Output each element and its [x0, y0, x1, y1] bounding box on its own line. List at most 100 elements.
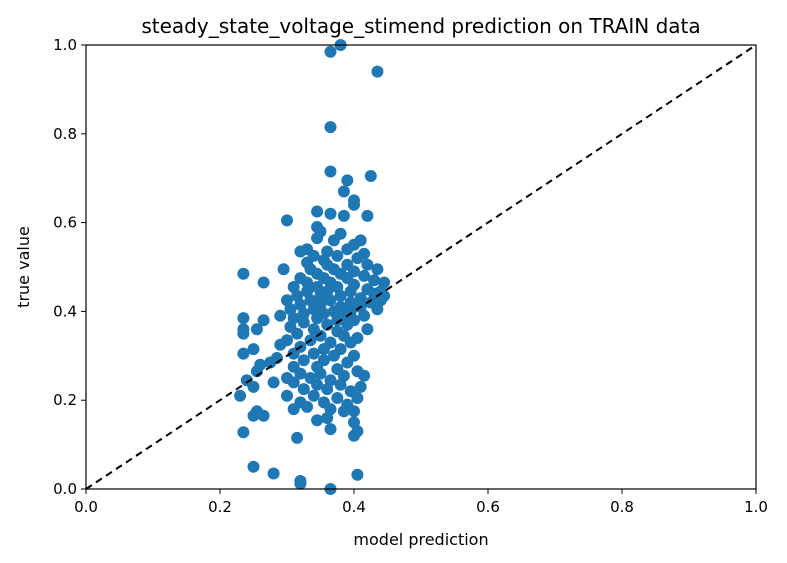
scatter-point: [341, 174, 354, 187]
scatter-point: [281, 389, 293, 402]
scatter-point: [351, 392, 364, 404]
scatter-point: [348, 429, 360, 442]
y-tick-label: 0.6: [53, 214, 77, 232]
scatter-point: [327, 234, 340, 247]
y-axis: 0.0 0.2 0.4 0.6 0.8 1.0: [53, 36, 86, 498]
scatter-point: [297, 383, 310, 396]
scatter-point: [281, 214, 293, 227]
scatter-point: [294, 367, 307, 380]
y-tick-label: 0.0: [53, 480, 77, 498]
scatter-point: [371, 303, 384, 316]
scatter-point: [257, 276, 270, 289]
scatter-point: [337, 405, 350, 418]
scatter-point: [331, 392, 344, 404]
scatter-point: [358, 269, 371, 282]
scatter-point: [327, 349, 340, 362]
scatter-point: [274, 338, 287, 351]
x-tick-label: 0.0: [74, 498, 98, 516]
scatter-point: [247, 343, 260, 356]
scatter-point: [354, 380, 367, 393]
scatter-point: [348, 198, 360, 211]
scatter-point: [371, 65, 384, 78]
scatter-point: [277, 263, 290, 276]
x-tick-label: 0.8: [610, 498, 634, 516]
scatter-point: [341, 243, 354, 256]
x-tick-label: 0.2: [208, 498, 232, 516]
scatter-point: [237, 312, 250, 325]
scatter-point: [337, 185, 350, 198]
scatter-point: [311, 232, 324, 245]
scatter-point: [307, 347, 320, 360]
scatter-point: [321, 412, 334, 424]
scatter-point: [341, 356, 354, 369]
scatter-point: [297, 307, 310, 320]
scatter-point: [314, 289, 327, 302]
scatter-point: [344, 336, 357, 349]
y-tick-label: 1.0: [53, 36, 77, 54]
scatter-point: [247, 460, 260, 473]
scatter-point: [291, 327, 304, 340]
scatter-point: [237, 426, 250, 439]
scatter-point: [297, 316, 310, 329]
scatter-point: [294, 245, 307, 258]
scatter-point: [361, 323, 374, 336]
scatter-point: [287, 347, 300, 360]
scatter-point: [324, 423, 337, 436]
scatter-point: [324, 207, 337, 220]
scatter-point: [331, 249, 344, 262]
scatter-point: [368, 274, 381, 287]
scatter-point: [237, 327, 250, 340]
scatter-point: [324, 45, 337, 58]
scatter-point: [287, 403, 300, 416]
scatter-point: [267, 376, 280, 389]
scatter-point: [274, 309, 287, 322]
scatter-point: [341, 318, 354, 331]
scatter-point: [324, 121, 337, 134]
scatter-point: [247, 380, 260, 393]
scatter-point: [311, 312, 324, 325]
scatter-point: [354, 292, 367, 305]
scatter-point: [314, 367, 327, 380]
scatter-point: [364, 170, 377, 182]
scatter-point: [344, 296, 357, 309]
scatter-point: [314, 329, 327, 342]
x-axis-label: model prediction: [353, 530, 488, 549]
scatter-point: [247, 409, 260, 422]
x-tick-label: 0.6: [476, 498, 500, 516]
y-tick-label: 0.4: [53, 302, 77, 320]
scatter-point: [317, 343, 330, 356]
scatter-point: [348, 405, 360, 418]
scatter-point: [351, 468, 364, 481]
y-tick-label: 0.2: [53, 391, 77, 409]
y-tick-label: 0.8: [53, 125, 77, 143]
scatter-point: [257, 314, 270, 327]
scatter-point: [358, 309, 371, 322]
scatter-point: [361, 258, 374, 271]
plot-frame: [85, 44, 757, 490]
scatter-point: [250, 323, 263, 336]
x-tick-label: 1.0: [744, 498, 768, 516]
scatter-point: [237, 347, 250, 360]
scatter-point: [371, 263, 384, 276]
scatter-point: [301, 400, 314, 413]
x-tick-label: 0.4: [342, 498, 366, 516]
x-axis: 0.0 0.2 0.4 0.6 0.8 1.0: [74, 489, 768, 516]
chart-title: steady_state_voltage_stimend prediction …: [141, 14, 700, 38]
identity-reference-line: [85, 44, 757, 490]
scatter-point: [267, 467, 280, 480]
scatter-point: [297, 354, 310, 367]
scatter-point: [311, 378, 324, 391]
scatter-point: [307, 389, 320, 402]
scatter-point: [311, 205, 324, 218]
scatter-point: [234, 389, 247, 402]
y-axis-label: true value: [14, 226, 33, 308]
scatter-point: [324, 294, 337, 307]
scatter-point: [351, 252, 364, 265]
scatter-point: [311, 414, 324, 427]
scatter-point: [324, 165, 337, 178]
scatter-point: [337, 209, 350, 222]
scatter-point: [344, 285, 357, 298]
scatter-point: [331, 314, 344, 327]
scatter-point: [321, 383, 334, 396]
